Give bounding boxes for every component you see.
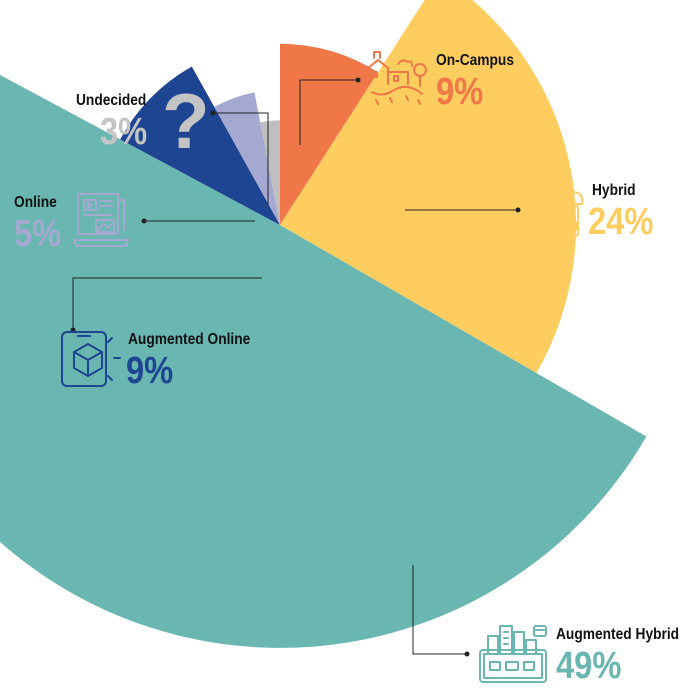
value-on-campus: 9% bbox=[436, 71, 484, 113]
slice-on-campus bbox=[280, 43, 379, 226]
leader-lines bbox=[70, 77, 521, 657]
category-icons bbox=[61, 51, 584, 683]
label-augmented-online: Augmented Online bbox=[128, 331, 251, 348]
label-on-campus: On-Campus bbox=[436, 52, 514, 69]
slice-online bbox=[214, 92, 280, 225]
question-mark-icon: ? bbox=[162, 77, 210, 165]
leader-dot-augmented-hybrid bbox=[464, 651, 470, 657]
value-undecided: 3% bbox=[100, 111, 148, 153]
leader-dot-online bbox=[141, 218, 147, 224]
phone-cube-icon bbox=[61, 331, 121, 387]
article-screen-icon bbox=[73, 193, 129, 247]
leader-undecided bbox=[213, 112, 269, 205]
smart-city-icon bbox=[479, 625, 547, 683]
leader-augmented-online bbox=[72, 277, 262, 330]
leader-on-campus bbox=[299, 79, 358, 145]
value-online: 5% bbox=[14, 213, 62, 255]
value-augmented-online: 9% bbox=[126, 350, 174, 392]
leader-dot-hybrid bbox=[515, 207, 521, 213]
slice-augmented-hybrid bbox=[0, 74, 647, 648]
pie-slices bbox=[0, 0, 647, 648]
slice-undecided bbox=[260, 120, 280, 225]
slice-hybrid bbox=[280, 0, 577, 374]
value-hybrid: 24% bbox=[588, 201, 654, 243]
leader-dot-undecided bbox=[210, 110, 216, 116]
slice-augmented-online bbox=[120, 66, 281, 225]
label-hybrid: Hybrid bbox=[592, 182, 636, 199]
label-undecided: Undecided bbox=[76, 92, 147, 109]
campus-icon bbox=[367, 51, 427, 105]
leader-dot-on-campus bbox=[355, 77, 361, 83]
label-online: Online bbox=[14, 194, 57, 211]
value-augmented-hybrid: 49% bbox=[556, 645, 622, 687]
leader-augmented-hybrid bbox=[412, 565, 467, 655]
cloud-devices-icon bbox=[533, 186, 584, 237]
label-augmented-hybrid: Augmented Hybrid bbox=[556, 626, 680, 643]
